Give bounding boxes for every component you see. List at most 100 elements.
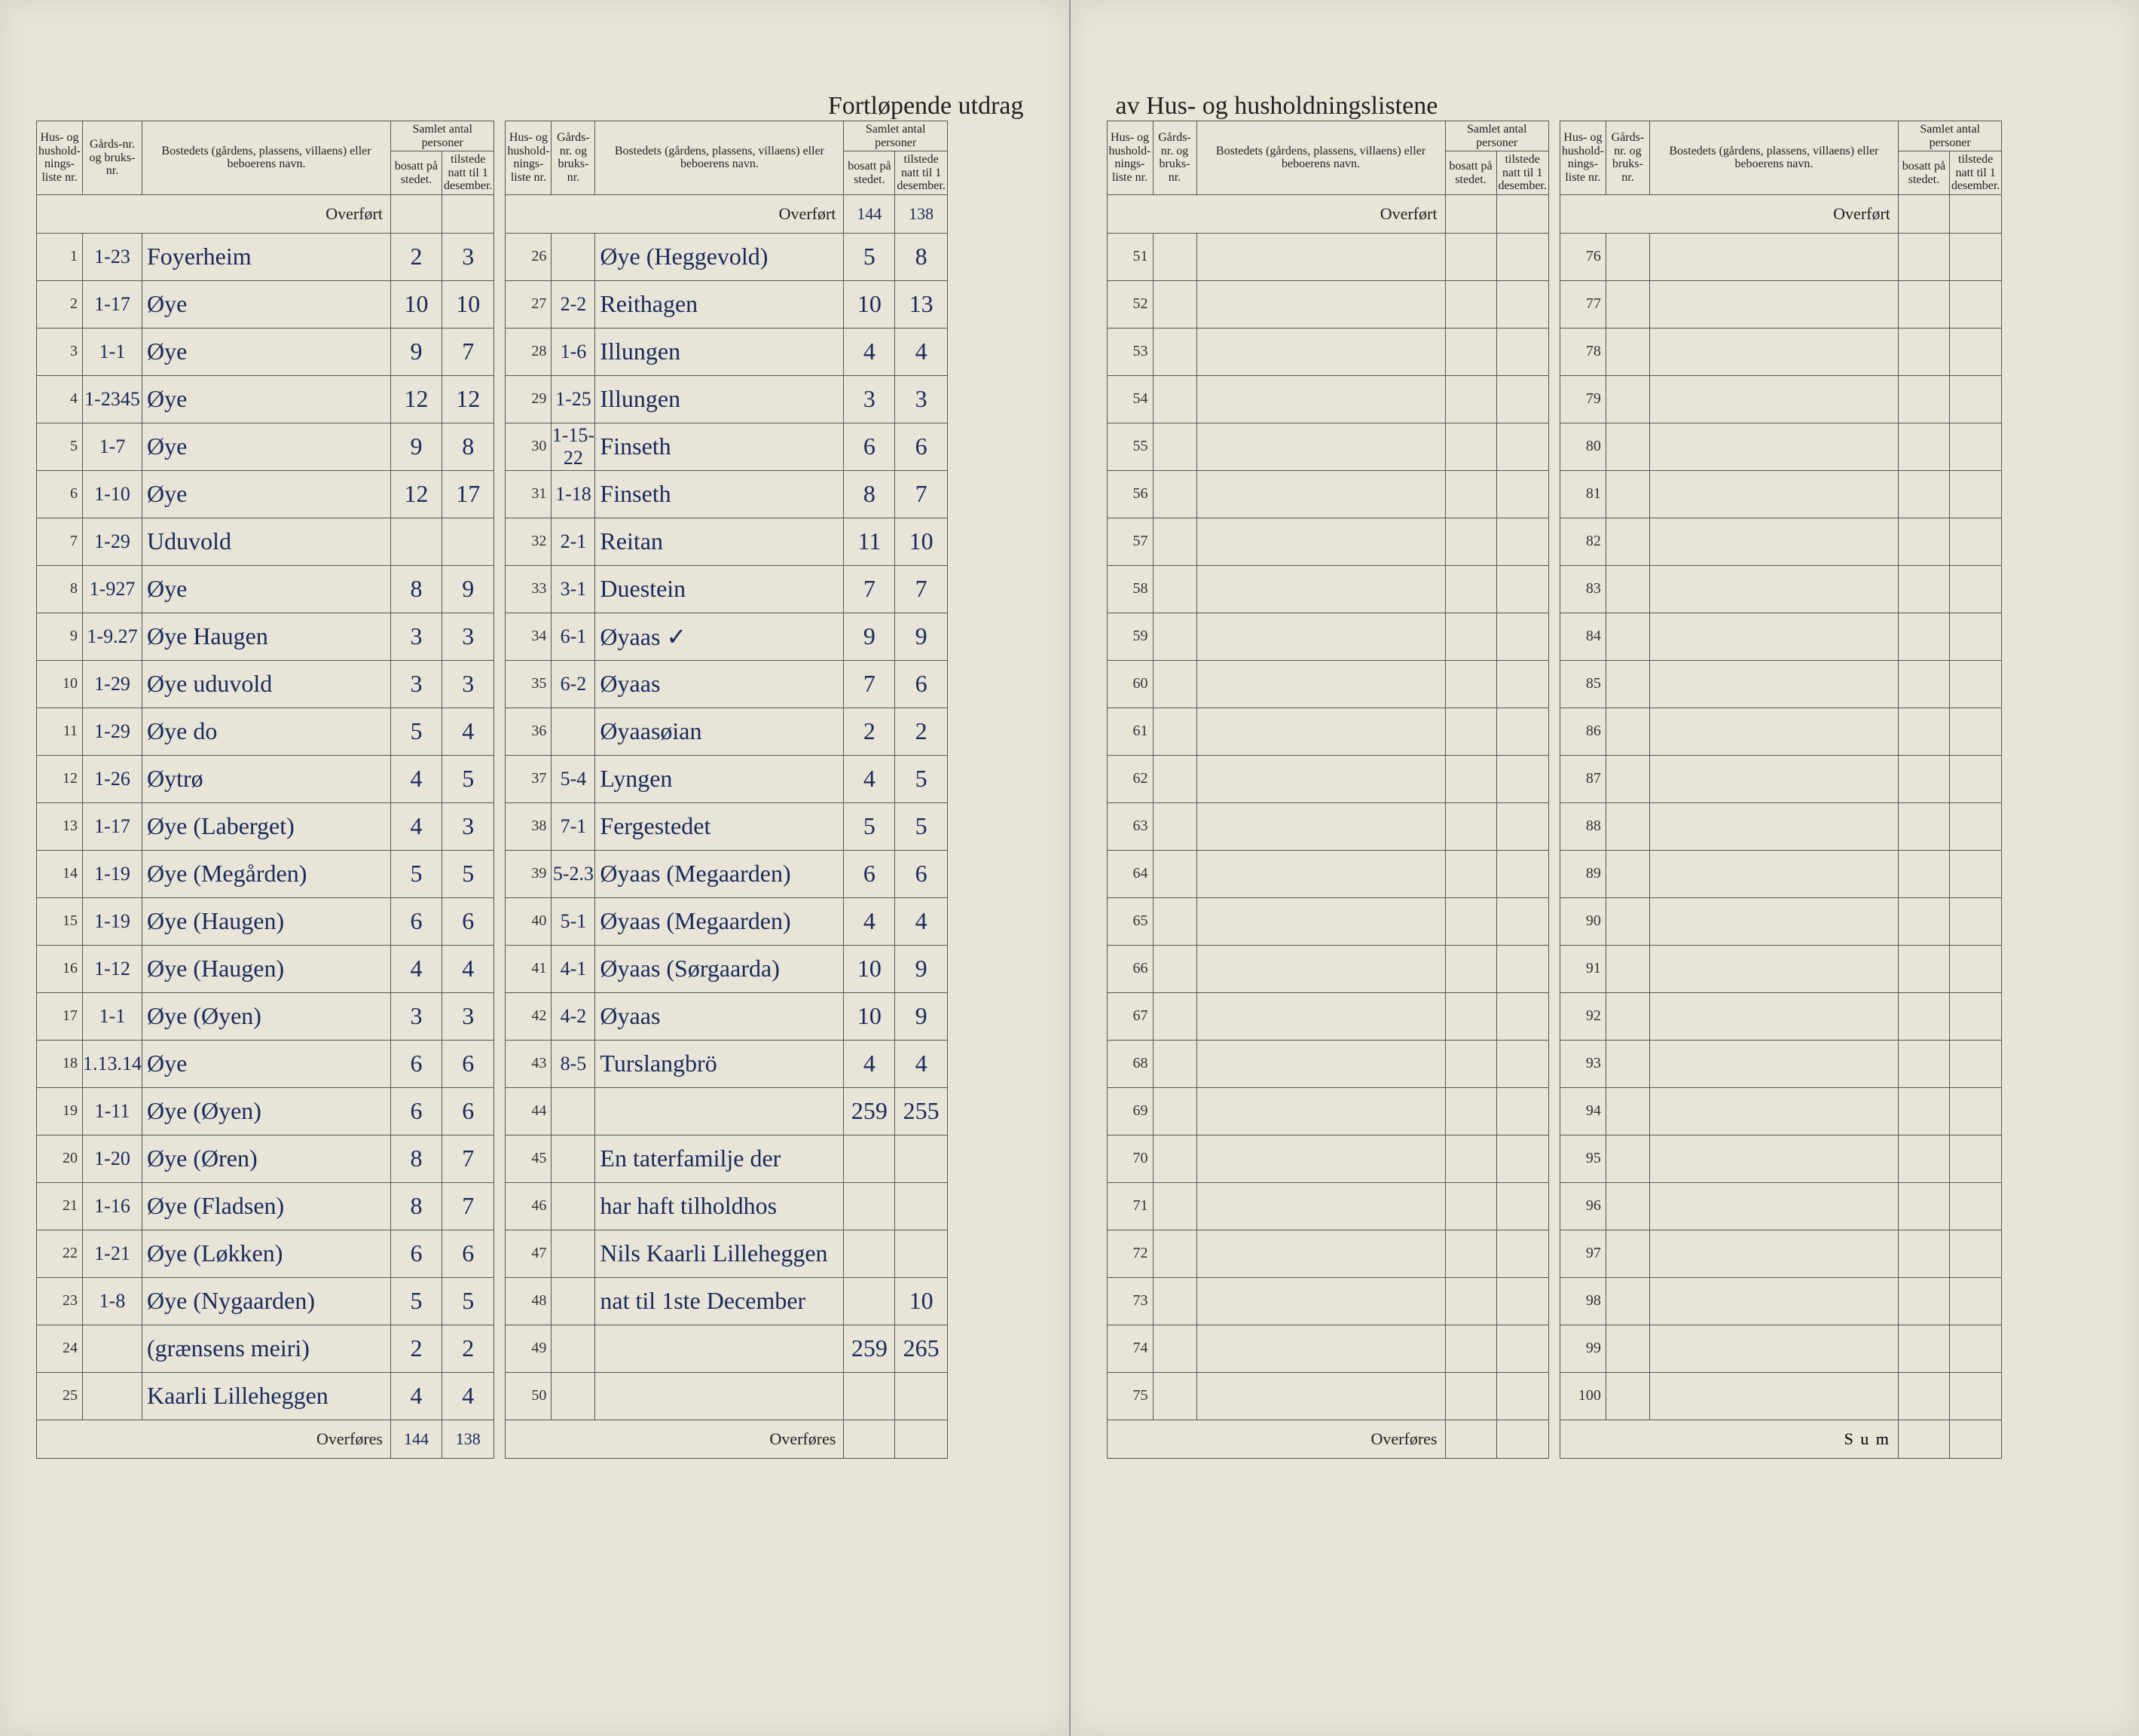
row-number: 39: [506, 850, 552, 897]
cell-gnr: 1-15-22: [552, 423, 595, 470]
cell-tilstede: [442, 518, 494, 565]
overfores-tilstede: 138: [442, 1420, 494, 1458]
cell-tilstede: [895, 1230, 947, 1277]
cell-gnr: [1153, 708, 1196, 755]
cell-gnr: [1153, 1040, 1196, 1087]
row-number: 85: [1560, 660, 1606, 708]
cell-gnr: [1606, 328, 1649, 375]
hdr-samlet: Samlet antal personer: [391, 121, 494, 151]
table-row: 46har haft tilholdhos: [506, 1182, 947, 1230]
hdr-bostedets: Bostedets (gårdens, plassens, villaens) …: [595, 121, 844, 195]
cell-bostedets: Øye (Løkken): [142, 1230, 391, 1277]
row-number: 6: [37, 470, 83, 518]
cell-gnr: [1153, 1182, 1196, 1230]
cell-gnr: [83, 1372, 142, 1420]
row-number: 54: [1107, 375, 1153, 423]
cell-tilstede: 5: [442, 850, 494, 897]
cell-gnr: [1153, 565, 1196, 613]
cell-bostedets: [1649, 660, 1898, 708]
cell-bostedets: [1196, 518, 1445, 565]
row-number: 35: [506, 660, 552, 708]
cell-gnr: [1606, 280, 1649, 328]
row-number: 41: [506, 945, 552, 992]
cell-bosatt: 4: [391, 945, 442, 992]
hdr-bosatt: bosatt på stedet.: [1898, 151, 1949, 195]
cell-bostedets: [1649, 565, 1898, 613]
cell-bostedets: Duestein: [595, 565, 844, 613]
table-row: 36Øyaasøian22: [506, 708, 947, 755]
table-row: 97: [1560, 1230, 2001, 1277]
table-row: 21-17Øye1010: [37, 280, 494, 328]
cell-gnr: 1-9.27: [83, 613, 142, 660]
cell-tilstede: [1496, 1087, 1548, 1135]
cell-bostedets: [595, 1087, 844, 1135]
cell-tilstede: 7: [895, 470, 947, 518]
table-row: 44259255: [506, 1087, 947, 1135]
cell-gnr: [1606, 1277, 1649, 1325]
hdr-tilstede: tilstede natt til 1 desember.: [1949, 151, 2001, 195]
cell-bosatt: [1898, 802, 1949, 850]
cell-tilstede: 13: [895, 280, 947, 328]
cell-bosatt: [1898, 1087, 1949, 1135]
cell-tilstede: [1496, 945, 1548, 992]
cell-bosatt: 259: [844, 1325, 895, 1372]
cell-gnr: 1-29: [83, 660, 142, 708]
table-row: 171-1Øye (Øyen)33: [37, 992, 494, 1040]
table-row: 25Kaarli Lilleheggen44: [37, 1372, 494, 1420]
cell-tilstede: 265: [895, 1325, 947, 1372]
cell-tilstede: [1496, 755, 1548, 802]
cell-bosatt: [1898, 1325, 1949, 1372]
cell-gnr: 1-6: [552, 328, 595, 375]
row-number: 61: [1107, 708, 1153, 755]
table-row: 191-11Øye (Øyen)66: [37, 1087, 494, 1135]
cell-bosatt: [1445, 897, 1496, 945]
cell-bostedets: [1196, 1135, 1445, 1182]
row-number: 18: [37, 1040, 83, 1087]
cell-gnr: 6-1: [552, 613, 595, 660]
cell-tilstede: [1496, 613, 1548, 660]
cell-bosatt: 10: [391, 280, 442, 328]
cell-gnr: 6-2: [552, 660, 595, 708]
cell-tilstede: [1949, 708, 2001, 755]
cell-gnr: 1-20: [83, 1135, 142, 1182]
row-number: 15: [37, 897, 83, 945]
cell-tilstede: [1949, 518, 2001, 565]
table-row: 181.13.14Øye66: [37, 1040, 494, 1087]
table-row: 92: [1560, 992, 2001, 1040]
cell-bostedets: Øyaasøian: [595, 708, 844, 755]
hdr-bosatt: bosatt på stedet.: [844, 151, 895, 195]
cell-tilstede: 12: [442, 375, 494, 423]
table-row: 333-1Duestein77: [506, 565, 947, 613]
table-row: 47Nils Kaarli Lilleheggen: [506, 1230, 947, 1277]
cell-bosatt: 10: [844, 945, 895, 992]
cell-gnr: 1-10: [83, 470, 142, 518]
cell-bosatt: [844, 1230, 895, 1277]
row-number: 7: [37, 518, 83, 565]
table-row: 85: [1560, 660, 2001, 708]
cell-gnr: 1-21: [83, 1230, 142, 1277]
cell-bostedets: Lyngen: [595, 755, 844, 802]
cell-bostedets: [1196, 1087, 1445, 1135]
overfort-tilstede: [1496, 194, 1548, 233]
cell-bosatt: [1898, 897, 1949, 945]
scan-container: Fortløpende utdrag Hus- og hushold-nings…: [0, 0, 2139, 1736]
cell-bosatt: [1898, 470, 1949, 518]
cell-bosatt: [1445, 233, 1496, 280]
cell-tilstede: 9: [895, 945, 947, 992]
table-row: 151-19Øye (Haugen)66: [37, 897, 494, 945]
overfort-tilstede: 138: [895, 194, 947, 233]
cell-bostedets: Øye (Heggevold): [595, 233, 844, 280]
row-number: 68: [1107, 1040, 1153, 1087]
cell-bosatt: [1898, 613, 1949, 660]
cell-gnr: [1153, 945, 1196, 992]
cell-bostedets: Finseth: [595, 423, 844, 470]
overfort-label: Overført: [506, 194, 844, 233]
cell-bostedets: Øye: [142, 565, 391, 613]
cell-bostedets: har haft tilholdhos: [595, 1182, 844, 1230]
table-row: 66: [1107, 945, 1548, 992]
cell-bostedets: Øytrø: [142, 755, 391, 802]
cell-tilstede: [1949, 1040, 2001, 1087]
row-number: 67: [1107, 992, 1153, 1040]
cell-bostedets: Øye: [142, 423, 391, 470]
cell-bosatt: [1898, 755, 1949, 802]
